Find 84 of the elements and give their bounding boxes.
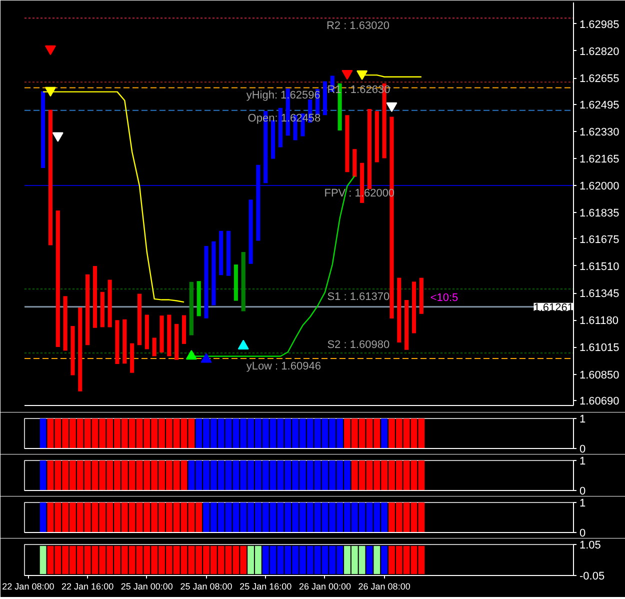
y-tick-label: 1.62655 — [580, 73, 620, 86]
point — [342, 70, 353, 80]
bar — [374, 111, 379, 162]
bar — [41, 91, 46, 168]
bar — [226, 230, 231, 276]
y-tick-label: 1.62330 — [580, 126, 620, 138]
bar — [122, 319, 127, 364]
y-tick-label: 1 — [580, 456, 586, 468]
bar — [86, 274, 90, 346]
x-tick-label: 25 Jan 16:00 — [240, 582, 292, 592]
ref-line-label: 1.61261 — [534, 302, 574, 314]
y-tick-label: 1.62165 — [580, 153, 620, 166]
bar — [412, 282, 416, 334]
y-tick-label: 0 — [580, 486, 586, 498]
annotation: <10:5 — [430, 292, 458, 304]
bar — [63, 296, 68, 351]
x-tick-label: 26 Jan 00:00 — [298, 582, 351, 592]
y-tick-label: 1.62820 — [580, 46, 620, 58]
y-tick-label: 1.05 — [580, 540, 601, 552]
bar — [160, 316, 164, 352]
bar — [137, 294, 142, 346]
point — [52, 132, 64, 142]
bar — [182, 315, 186, 344]
point — [386, 102, 398, 112]
y-tick-label: 1.60850 — [580, 369, 620, 382]
x-tick-label: 25 Jan 00:00 — [120, 582, 173, 592]
ref-line-label: yLow : 1.60946 — [246, 360, 321, 373]
y-tick-label: 1.61675 — [580, 234, 620, 246]
bar — [144, 314, 149, 350]
bar — [100, 292, 104, 328]
y-tick-label: 0 — [580, 444, 586, 456]
ref-line-label: R2 : 1.63020 — [326, 20, 390, 32]
bar — [189, 282, 194, 336]
bar — [92, 266, 98, 328]
point — [238, 340, 249, 350]
bar — [256, 164, 260, 241]
bar — [174, 324, 179, 360]
point — [200, 353, 212, 363]
bar — [108, 280, 112, 328]
bar — [248, 200, 253, 264]
bar — [70, 326, 75, 376]
x-tick-label: 26 Jan 08:00 — [358, 582, 410, 592]
y-tick-label: 1 — [580, 414, 586, 426]
bar — [352, 149, 357, 177]
ref-line-label: S2 : 1.60980 — [327, 338, 390, 351]
y-tick-label: 1.62985 — [580, 18, 620, 31]
y-tick-label: 1.62495 — [580, 99, 620, 112]
y-tick-label: 0 — [580, 528, 586, 540]
bar — [397, 278, 402, 342]
y-tick-label: 1.61015 — [580, 342, 620, 354]
x-tick-label: 22 Jan 08:00 — [2, 582, 54, 592]
y-tick-label: 1.62000 — [580, 180, 620, 193]
bar — [367, 109, 372, 190]
y-tick-label: 1.61510 — [580, 260, 620, 273]
x-tick-label: 25 Jan 08:00 — [180, 582, 232, 592]
bar — [204, 246, 208, 318]
y-tick-label: 1.61180 — [580, 315, 618, 328]
y-tick-label: 1.61345 — [580, 288, 620, 300]
y-tick-label: 1.60690 — [580, 396, 620, 408]
bar — [404, 300, 409, 350]
y-tick-label: 1.61835 — [580, 208, 620, 220]
bar — [56, 210, 60, 348]
point — [44, 86, 56, 97]
bar — [130, 343, 134, 373]
bar — [196, 281, 201, 316]
bar — [78, 308, 82, 392]
point — [186, 350, 197, 360]
bar — [345, 115, 350, 172]
bar — [419, 278, 424, 314]
bar — [322, 81, 328, 116]
point — [44, 45, 56, 56]
y-tick-label: 1 — [580, 498, 586, 510]
bar — [212, 241, 216, 306]
bar — [219, 230, 224, 276]
point — [356, 70, 368, 80]
bar — [241, 252, 246, 312]
bar — [234, 264, 238, 301]
y-tick-label: -0.05 — [580, 570, 605, 582]
bar — [48, 110, 53, 246]
ref-line-label: S1 : 1.61370 — [327, 290, 390, 303]
x-tick-label: 22 Jan 16:00 — [62, 582, 114, 592]
bar — [167, 314, 172, 356]
bar — [115, 320, 120, 364]
bar — [152, 338, 156, 356]
